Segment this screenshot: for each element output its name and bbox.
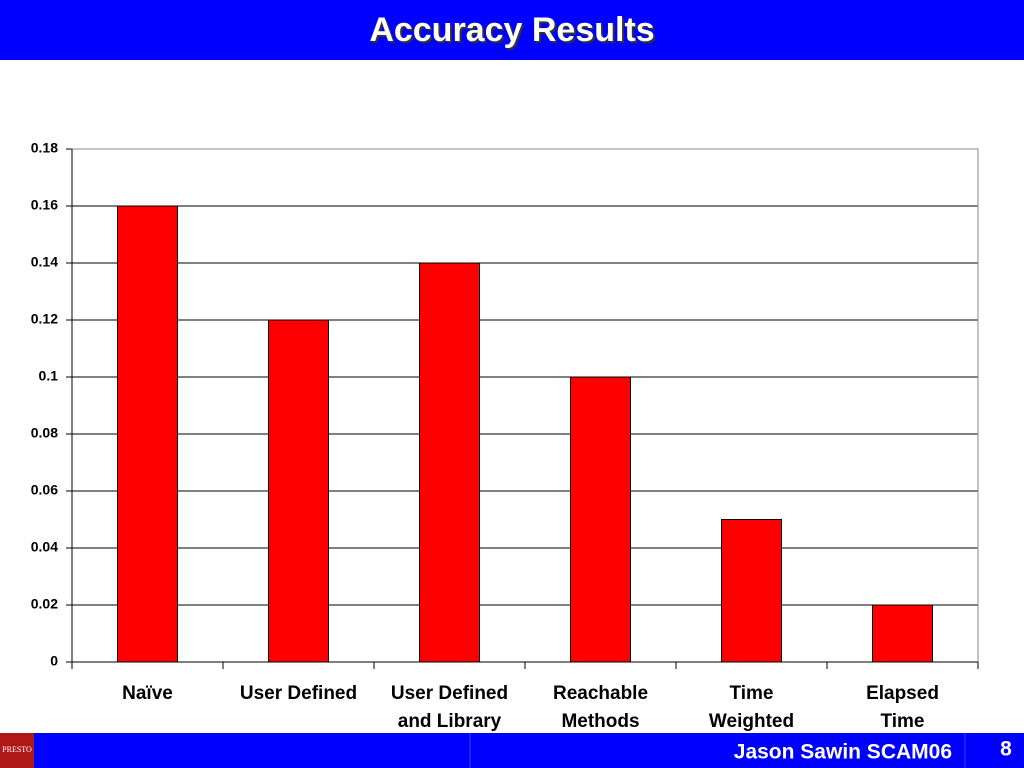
title-shadow: Accuracy Results bbox=[371, 13, 656, 51]
chart-title: Accuracy Results bbox=[369, 11, 654, 49]
header-bar bbox=[0, 0, 1024, 60]
x-tick-label: Time Weighted bbox=[708, 683, 795, 732]
footer-text: Jason Sawin SCAM06 bbox=[734, 741, 952, 764]
y-tick-label: 0.06 bbox=[31, 482, 58, 498]
footer-bar bbox=[0, 733, 1024, 768]
bar bbox=[419, 262, 480, 663]
x-tick-label: Naïve bbox=[122, 683, 173, 704]
y-tick-label: 0.02 bbox=[31, 596, 58, 612]
y-tick-label: 0.04 bbox=[31, 539, 58, 555]
x-tick-label: User Defined and Library bbox=[390, 683, 509, 732]
plot-frame bbox=[71, 148, 979, 663]
y-tick-label: 0.16 bbox=[31, 197, 58, 213]
bar bbox=[268, 319, 329, 663]
bar bbox=[872, 604, 933, 663]
y-tick-label: 0.14 bbox=[31, 254, 58, 270]
x-tick-label: Reachable Methods bbox=[552, 683, 649, 732]
page-number: 8 bbox=[1000, 738, 1012, 761]
logo bbox=[0, 733, 34, 768]
y-tick-label: 0 bbox=[50, 653, 58, 669]
logo-text: PRESTO bbox=[2, 745, 32, 754]
y-tick-label: 0.08 bbox=[31, 425, 58, 441]
x-tick-label: User Defined bbox=[239, 683, 358, 704]
x-tick-label: Elapsed Time bbox=[866, 683, 939, 732]
bar bbox=[117, 205, 178, 663]
y-tick-label: 0.12 bbox=[31, 311, 58, 327]
bar bbox=[570, 376, 631, 663]
y-tick-label: 0.18 bbox=[31, 140, 58, 156]
y-tick-label: 0.1 bbox=[39, 368, 59, 384]
bar bbox=[721, 519, 782, 663]
